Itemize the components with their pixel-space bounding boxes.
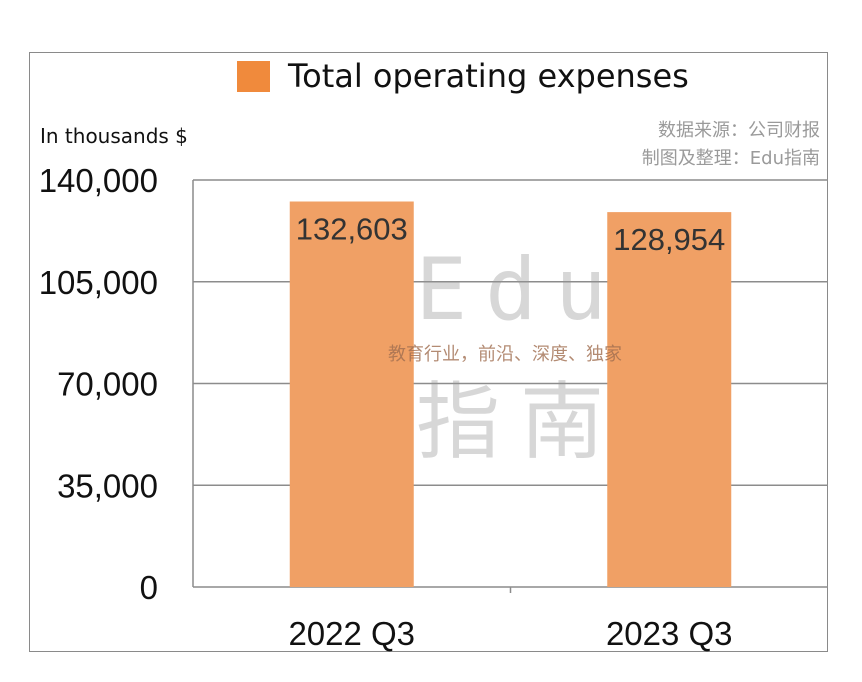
y-axis-unit-label: In thousands $ bbox=[40, 124, 188, 148]
bar bbox=[289, 201, 414, 587]
chart-frame bbox=[29, 52, 828, 652]
source-line-author: 制图及整理：Edu指南 bbox=[641, 148, 820, 169]
y-tick-label: 35,000 bbox=[57, 467, 158, 504]
bar bbox=[607, 212, 732, 587]
source-line-data: 数据来源：公司财报 bbox=[658, 120, 820, 141]
y-tick-label: 70,000 bbox=[57, 366, 158, 403]
legend-label: Total operating expenses bbox=[288, 57, 689, 95]
data-label: 132,603 bbox=[296, 212, 408, 247]
y-tick-label: 140,000 bbox=[39, 162, 158, 199]
legend: Total operating expenses bbox=[237, 57, 689, 95]
x-tick-label: 2022 Q3 bbox=[288, 615, 415, 652]
data-label: 128,954 bbox=[613, 222, 725, 257]
y-tick-label: 0 bbox=[140, 569, 158, 606]
y-tick-label: 105,000 bbox=[39, 264, 158, 301]
legend-swatch bbox=[237, 60, 270, 92]
x-tick-label: 2023 Q3 bbox=[606, 615, 733, 652]
source-note: 数据来源：公司财报 制图及整理：Edu指南 bbox=[642, 117, 820, 173]
